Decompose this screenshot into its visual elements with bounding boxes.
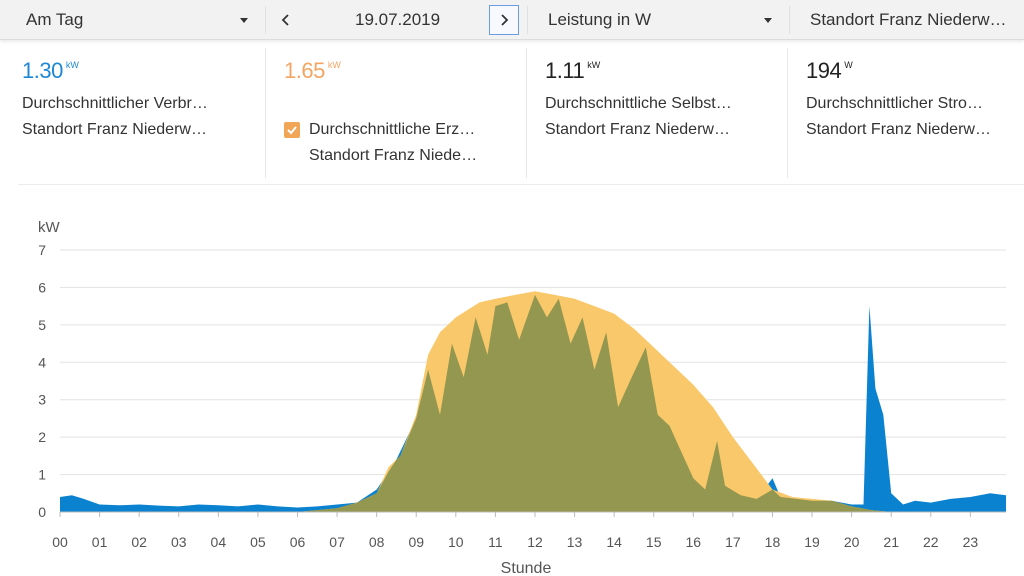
date-value: 19.07.2019 <box>355 10 441 29</box>
x-tick-label: 09 <box>408 534 424 550</box>
stat-label: Durchschnittliche Erz… <box>309 121 476 138</box>
stat-consumption: 1.30 kW Durchschnittlicher Verbr… Standor… <box>22 52 282 170</box>
x-tick-label: 01 <box>92 534 108 550</box>
x-tick-label: 11 <box>488 534 503 550</box>
unit-select-value: Leistung in W <box>548 10 651 29</box>
x-tick-label: 22 <box>923 534 939 550</box>
x-tick-label: 13 <box>567 534 583 550</box>
stat-production: 1.65 kW Durchschnittliche Erz… Standort F… <box>284 52 544 170</box>
x-tick-label: 07 <box>329 534 345 550</box>
x-tick-label: 20 <box>844 534 860 550</box>
y-tick-label: 1 <box>38 467 46 483</box>
stat-label: Durchschnittliche Selbst… <box>545 95 732 112</box>
prev-date-button[interactable] <box>271 5 301 35</box>
stat-value: 1.30 kW <box>22 58 79 83</box>
site-select[interactable]: Standort Franz Niederw… <box>810 0 1007 40</box>
x-tick-label: 08 <box>369 534 385 550</box>
y-tick-label: 0 <box>38 504 46 520</box>
site-select-value: Standort Franz Niederw… <box>810 10 1007 29</box>
stat-value: 1.65 kW <box>284 58 341 83</box>
x-tick-label: 21 <box>883 534 899 550</box>
unit-select[interactable]: Leistung in W <box>548 0 651 40</box>
x-tick-label: 16 <box>686 534 702 550</box>
period-select-value: Am Tag <box>26 10 84 29</box>
x-tick-label: 04 <box>211 534 227 550</box>
series-area-self-consumption <box>60 294 1006 512</box>
period-select[interactable]: Am Tag <box>26 0 83 40</box>
y-tick-label: 6 <box>38 279 46 295</box>
stat-value: 194 W <box>806 58 853 83</box>
stat-sublabel: Standort Franz Niederw… <box>545 121 730 138</box>
stat-value: 1.11 kW <box>545 58 601 83</box>
x-tick-label: 02 <box>131 534 147 550</box>
y-tick-label: 4 <box>38 354 46 370</box>
y-axis-label: kW <box>38 219 61 236</box>
x-tick-label: 10 <box>448 534 464 550</box>
x-tick-label: 05 <box>250 534 266 550</box>
x-tick-label: 17 <box>725 534 741 550</box>
stat-self-consumption: 1.11 kW Durchschnittliche Selbst… Standor… <box>545 52 805 170</box>
x-tick-label: 18 <box>765 534 781 550</box>
x-tick-label: 19 <box>804 534 820 550</box>
production-checkbox[interactable] <box>284 122 300 138</box>
x-tick-label: 00 <box>52 534 68 550</box>
x-axis-label: Stunde <box>501 560 552 576</box>
stat-sublabel: Standort Franz Niede… <box>309 147 478 164</box>
stat-label: Durchschnittlicher Stro… <box>806 95 983 112</box>
y-tick-label: 7 <box>38 242 46 258</box>
chevron-right-icon <box>501 14 509 26</box>
x-tick-label: 15 <box>646 534 662 550</box>
chevron-down-icon[interactable] <box>240 18 248 23</box>
x-tick-label: 12 <box>527 534 543 550</box>
check-icon <box>287 126 297 135</box>
x-tick-label: 06 <box>290 534 306 550</box>
stat-sublabel: Standort Franz Niederw… <box>806 121 991 138</box>
stat-label: Durchschnittlicher Verbr… <box>22 95 208 112</box>
x-tick-label: 14 <box>606 534 622 550</box>
toolbar: Am Tag 19.07.2019 Leistung in W Standort… <box>0 0 1024 40</box>
x-tick-label: 23 <box>963 534 979 550</box>
date-display[interactable]: 19.07.2019 <box>355 0 440 40</box>
next-date-button[interactable] <box>489 5 519 35</box>
x-tick-label: 03 <box>171 534 187 550</box>
chevron-down-icon[interactable] <box>764 18 772 23</box>
y-tick-label: 3 <box>38 392 46 408</box>
chevron-left-icon <box>281 14 289 26</box>
stat-grid-feed: 194 W Durchschnittlicher Stro… Standort F… <box>806 52 1024 170</box>
y-tick-label: 5 <box>38 317 46 333</box>
stat-sublabel: Standort Franz Niederw… <box>22 121 207 138</box>
y-tick-label: 2 <box>38 429 46 445</box>
